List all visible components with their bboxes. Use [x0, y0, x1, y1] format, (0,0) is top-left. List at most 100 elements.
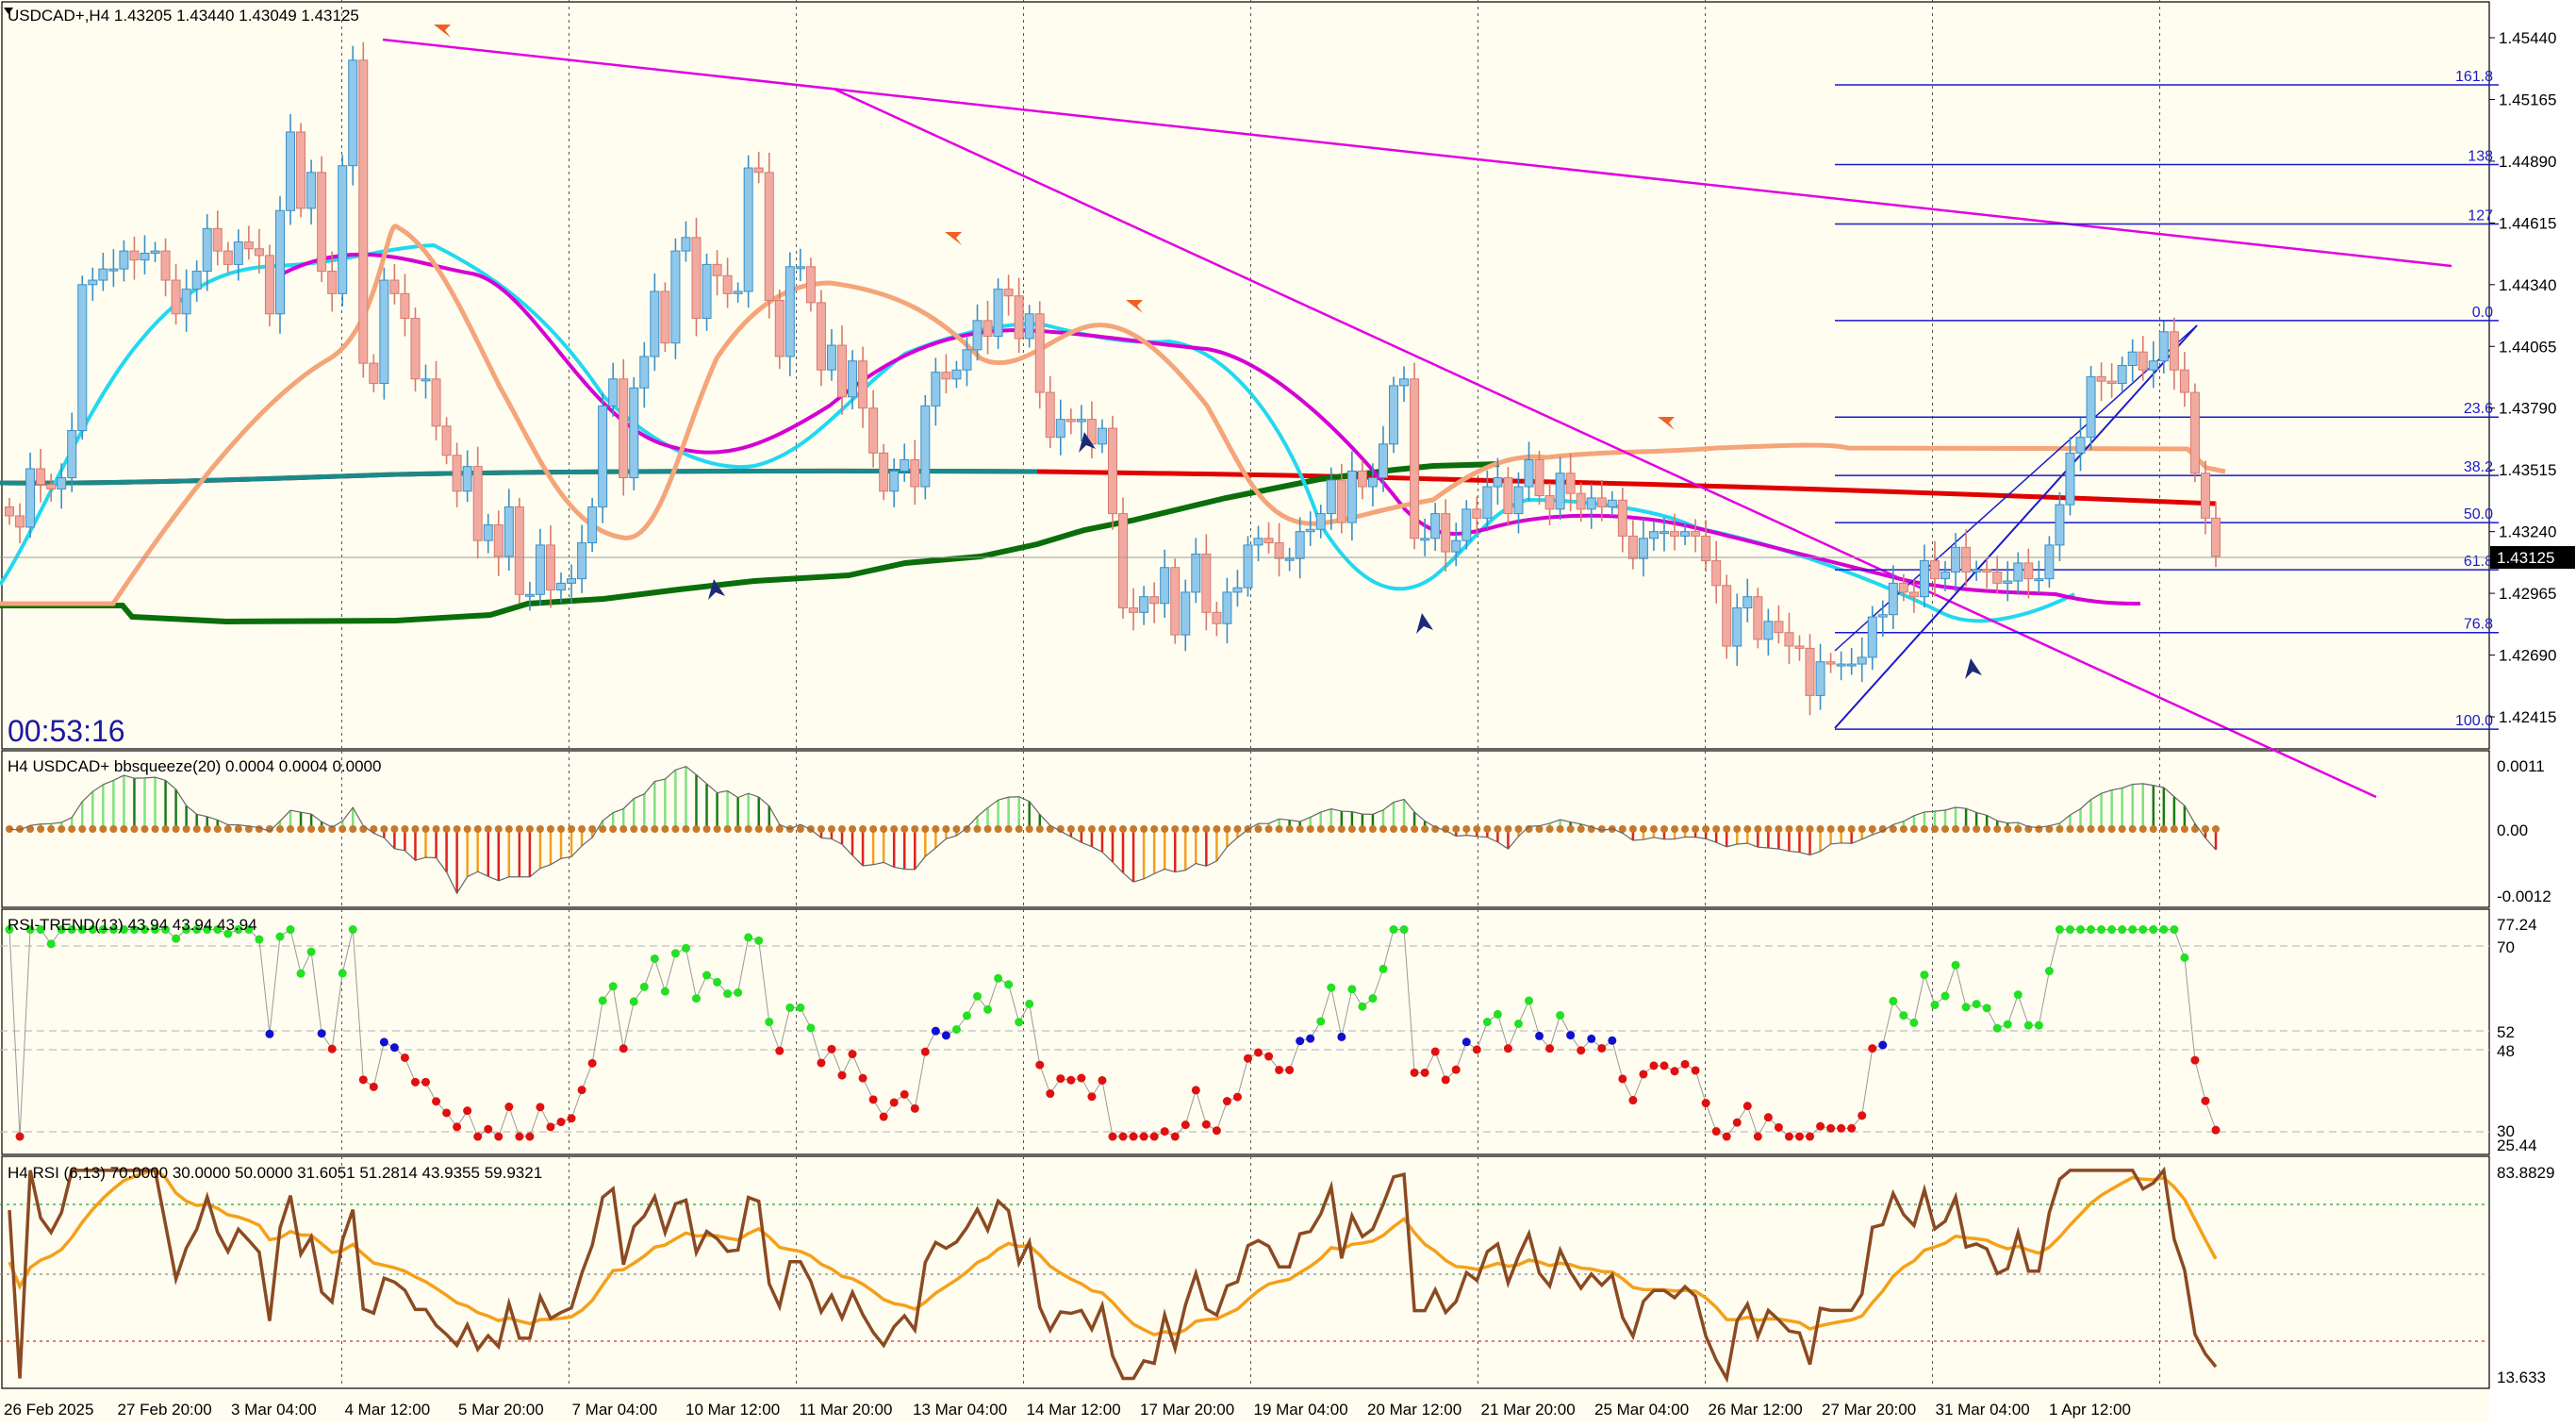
candle-body — [1367, 477, 1378, 488]
rsi-trend-dot — [587, 1058, 597, 1068]
candle-body — [816, 302, 826, 371]
candle-body — [1982, 569, 1992, 572]
candle-body — [379, 279, 389, 385]
squeeze-dot — [1754, 825, 1762, 833]
candle-body — [129, 250, 140, 261]
squeeze-dot — [390, 825, 399, 833]
squeeze-dot — [1202, 825, 1211, 833]
candle-body — [1898, 582, 1908, 593]
rsi-trend-dot — [1015, 1018, 1024, 1027]
rsi-trend-header: RSI-TREND(13) 43.94 43.94 43.94 — [8, 916, 257, 934]
squeeze-dot — [1056, 825, 1065, 833]
squeeze-dot — [223, 825, 232, 833]
rsi-trend-dot — [1909, 1018, 1919, 1027]
candle-body — [1670, 531, 1680, 537]
rsi-trend-dot — [1742, 1102, 1752, 1111]
squeeze-dot — [1764, 825, 1773, 833]
candle-body — [1836, 663, 1846, 667]
candle-body — [837, 344, 848, 398]
rsi-trend-dot — [306, 947, 316, 956]
price-tick-label: 1.45165 — [2499, 91, 2556, 108]
time-tick-label: 20 Mar 12:00 — [1367, 1401, 1461, 1419]
squeeze-dot — [1566, 825, 1575, 833]
rsi-trend-dot — [432, 1097, 441, 1106]
price-tick-label: 1.43790 — [2499, 400, 2556, 418]
squeeze-dot — [1296, 825, 1304, 833]
squeeze-dot — [983, 825, 992, 833]
candle-body — [1451, 539, 1461, 553]
squeeze-outline — [8, 765, 2217, 895]
rsi-trend-dot — [2044, 967, 2054, 976]
candle-body — [670, 250, 681, 344]
squeeze-dot — [1649, 825, 1658, 833]
candle-body — [1378, 443, 1388, 479]
menu-triangle-icon[interactable] — [4, 8, 13, 14]
candle-body — [2044, 544, 2055, 580]
rsi-trend-dot — [1430, 1047, 1440, 1056]
candle-body — [2158, 331, 2169, 362]
rsi-trend-dot — [1118, 1132, 1128, 1141]
rsi-trend-dot — [1296, 1037, 1305, 1046]
candle-body — [931, 372, 941, 407]
fib-level-label: 100.0 — [2455, 713, 2493, 729]
squeeze-dot — [754, 825, 763, 833]
squeeze-dot — [380, 825, 388, 833]
squeeze-dot — [1368, 825, 1377, 833]
squeeze-dot — [120, 825, 128, 833]
candle-body — [2086, 375, 2096, 439]
rsi-trend-dot — [754, 936, 764, 945]
squeeze-dot — [651, 825, 659, 833]
price-axis-background — [2489, 0, 2576, 1422]
rsi-trend-dot — [994, 973, 1003, 983]
rsi-trend-dot — [775, 1046, 784, 1055]
rsi-trend-dot — [1087, 1092, 1097, 1102]
squeeze-dot — [1983, 825, 1991, 833]
rsit-axis-2: 70 — [2497, 938, 2515, 956]
candle-body — [1024, 313, 1034, 340]
squeeze-dot — [1109, 825, 1116, 833]
squeeze-dot — [1504, 825, 1512, 833]
squeeze-dot — [1473, 825, 1481, 833]
rsi-trend-dot — [203, 925, 212, 935]
candle-body — [1524, 458, 1534, 488]
rsi-trend-dot — [973, 991, 983, 1001]
rsi-trend-dot — [5, 925, 14, 935]
squeeze-dot — [494, 825, 503, 833]
rsi-trend-dot — [129, 925, 139, 935]
rsi-trend-dot — [1451, 1065, 1461, 1074]
rsi-trend-dot — [1837, 1123, 1846, 1133]
ma-magenta-line — [282, 252, 2141, 606]
rsi-trend-dot — [1608, 1036, 1617, 1045]
rsi-trend-dot — [1503, 1044, 1512, 1054]
rsi-trend-dot — [962, 1011, 971, 1020]
fib-level-label: 23.6 — [2464, 401, 2493, 417]
squeeze-dot — [1150, 825, 1159, 833]
squeeze-dot — [952, 825, 961, 833]
candle-body — [160, 250, 171, 281]
rsi-trend-dot — [556, 1118, 566, 1127]
rsi-trend-dot — [389, 1043, 399, 1053]
candle-body — [286, 131, 296, 211]
rsi-trend-dot — [1982, 1004, 1991, 1013]
candle-body — [2003, 580, 2013, 584]
squeeze-dot — [1712, 825, 1721, 833]
candle-body — [879, 452, 889, 492]
candle-body — [119, 250, 129, 270]
squeeze-dot — [234, 825, 242, 833]
rsi-trend-dot — [1149, 1132, 1159, 1141]
candle-body — [67, 430, 77, 479]
squeeze-dot — [1806, 825, 1814, 833]
rsi-trend-dot — [494, 1132, 504, 1141]
candle-body — [567, 578, 577, 584]
rsi-trend-dot — [484, 1124, 493, 1134]
candle-body — [1045, 391, 1055, 439]
rsi-trend-dot — [463, 1106, 472, 1116]
squeeze-dot — [921, 825, 930, 833]
squeeze-dot — [1775, 825, 1783, 833]
rsi-trend-dot — [1816, 1121, 1825, 1131]
candle-body — [1774, 621, 1784, 634]
squeeze-dot — [1213, 825, 1221, 833]
rsi-trend-dot — [1794, 1132, 1804, 1141]
rsi-trend-dot — [15, 1132, 25, 1141]
